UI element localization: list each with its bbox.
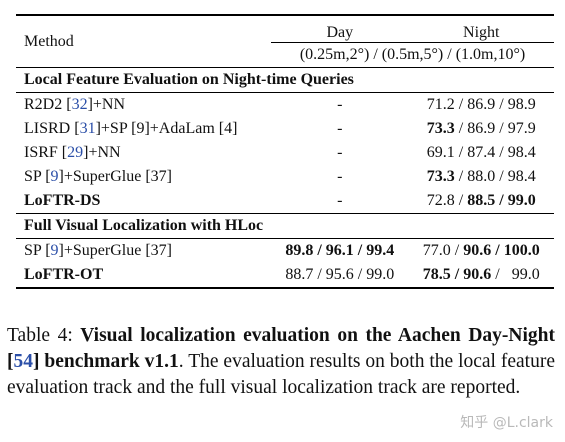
table-caption: Table 4: Visual localization evaluation … [7, 323, 555, 401]
day-cell: - [337, 168, 343, 185]
day-cell: - [271, 92, 409, 117]
method-suffix: +SuperGlue [37] [63, 242, 172, 259]
caption-title: Visual localization evaluation on the Aa… [7, 325, 555, 372]
night-best-value: 78.5 / 90.6 [422, 266, 492, 283]
night-best-value: 90.6 / 100.0 [463, 242, 540, 259]
method-name: SP [24, 168, 46, 185]
section-title-row: Full Visual Localization with HLoc [16, 213, 554, 239]
table-row: SP [9]+SuperGlue [37] - 73.3 / 88.0 / 98… [16, 165, 554, 189]
table-row: LoFTR-OT 88.7 / 95.6 / 99.0 78.5 / 90.6 … [16, 263, 554, 289]
section-title: Local Feature Evaluation on Night-time Q… [16, 67, 554, 93]
watermark: 知乎 @L.clark [460, 415, 553, 431]
method-suffix: +NN [92, 96, 126, 113]
night-best-value: 73.3 [426, 168, 455, 185]
citation-link[interactable]: 32 [71, 96, 88, 113]
method-name: SP [24, 242, 46, 259]
night-best-value: 88.5 / 99.0 [467, 192, 536, 209]
method-name: ISRF [24, 144, 62, 161]
night-values: 77.0 / [422, 242, 464, 259]
threshold-header: (0.25m,2°) / (0.5m,5°) / (1.0m,10°) [299, 46, 526, 63]
method-cell: SP [9]+SuperGlue [37] [16, 238, 272, 263]
method-cell: LoFTR-DS [24, 192, 101, 209]
night-values: / 88.0 / 98.4 [454, 168, 536, 185]
night-cell: 72.8 / 88.5 / 99.0 [409, 189, 555, 214]
caption-citation-link[interactable]: 54 [13, 351, 34, 372]
day-cell: 88.7 / 95.6 / 99.0 [271, 263, 409, 289]
method-name: R2D2 [24, 96, 67, 113]
method-suffix: +SuperGlue [37] [63, 168, 172, 185]
table-row: R2D2 [32]+NN - 71.2 / 86.9 / 98.9 [16, 92, 554, 117]
night-cell: 73.3 / 88.0 / 98.4 [409, 165, 555, 189]
caption-label: Table 4: [7, 325, 81, 346]
day-header: Day [271, 14, 409, 43]
section-title: Full Visual Localization with HLoc [16, 213, 554, 239]
method-header: Method [16, 14, 272, 68]
method-cell: ISRF [29]+NN [24, 144, 121, 161]
section-title-row: Local Feature Evaluation on Night-time Q… [16, 67, 554, 93]
night-cell: 71.2 / 86.9 / 98.9 [408, 92, 554, 117]
threshold-row: (0.25m,2°) / (0.5m,5°) / (1.0m,10°) [16, 43, 554, 68]
results-table: Method Day Night (0.25m,2°) / (0.5m,5°) … [16, 14, 554, 289]
citation-link[interactable]: 9 [50, 242, 59, 259]
table-row: SP [9]+SuperGlue [37] 89.8 / 96.1 / 99.4… [16, 238, 554, 263]
day-cell: - [337, 144, 343, 161]
method-cell: LISRD [31]+SP [9]+AdaLam [4] [24, 120, 238, 137]
citation-link[interactable]: 31 [79, 120, 96, 137]
caption-body: . The evaluation results on both the loc… [7, 351, 555, 398]
night-cell: 77.0 / 90.6 / 100.0 [408, 238, 554, 263]
table-row: LISRD [31]+SP [9]+AdaLam [4] - 73.3 / 86… [16, 117, 554, 141]
night-best-value: 73.3 [426, 120, 455, 137]
method-name: LISRD [24, 120, 75, 137]
night-values: 72.8 / [426, 192, 468, 209]
night-cell: 69.1 / 87.4 / 98.4 [426, 144, 536, 161]
citation-link[interactable]: 9 [50, 168, 59, 185]
method-suffix: +SP [9]+AdaLam [4] [100, 120, 238, 137]
day-cell: - [337, 192, 343, 209]
method-cell: SP [9]+SuperGlue [37] [24, 168, 172, 185]
table-row: LoFTR-DS - 72.8 / 88.5 / 99.0 [16, 189, 554, 214]
night-header: Night [408, 14, 554, 43]
night-cell: 78.5 / 90.6 / 99.0 [408, 263, 554, 289]
day-cell: - [337, 120, 343, 137]
method-cell: R2D2 [32]+NN [16, 92, 272, 117]
night-cell: 73.3 / 86.9 / 97.9 [409, 117, 555, 141]
day-cell: 89.8 / 96.1 / 99.4 [271, 238, 409, 263]
header-row: Method Day Night [16, 14, 554, 68]
results-table-container: Method Day Night (0.25m,2°) / (0.5m,5°) … [16, 14, 554, 289]
method-cell: LoFTR-OT [16, 263, 272, 289]
table-row: ISRF [29]+NN - 69.1 / 87.4 / 98.4 [16, 141, 554, 165]
citation-link[interactable]: 29 [67, 144, 84, 161]
method-suffix: +NN [88, 144, 121, 161]
caption-title-end: ] benchmark v1.1 [33, 351, 179, 372]
night-values: / 86.9 / 97.9 [454, 120, 536, 137]
night-values: / 99.0 [491, 266, 540, 283]
